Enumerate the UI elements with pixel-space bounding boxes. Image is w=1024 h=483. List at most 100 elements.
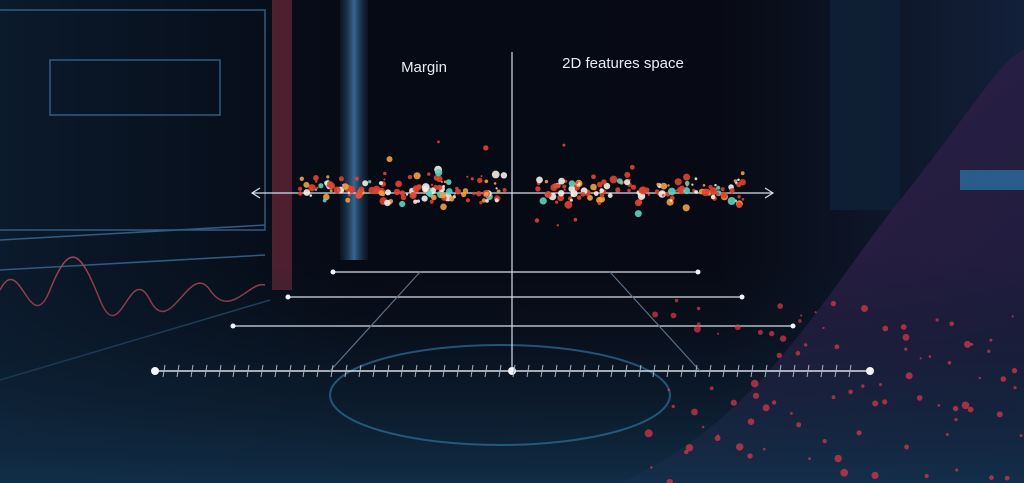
wave-dot [717, 332, 720, 335]
scatter-dot [384, 199, 391, 207]
scatter-dot [555, 200, 559, 204]
scatter-dot [684, 180, 690, 186]
ruler-tick [540, 364, 544, 378]
scatter-dot [576, 195, 582, 200]
scatter-dot [413, 199, 418, 204]
scatter-dot [544, 191, 552, 198]
scatter-dot [736, 202, 743, 209]
wave-dot [834, 454, 842, 463]
scatter-dot [425, 190, 432, 197]
scatter-dot [597, 181, 603, 188]
wave-dot [872, 400, 879, 407]
scatter-dot [694, 190, 699, 194]
ruler-tick [372, 364, 376, 378]
scatter-dot [562, 184, 567, 189]
scatter-dot [740, 171, 745, 176]
scatter-dot [615, 187, 621, 193]
scatter-dot [401, 193, 405, 197]
wave-dot [777, 303, 783, 309]
wave-dot [798, 319, 802, 323]
scatter-dot [616, 178, 623, 184]
wave-dot [795, 350, 801, 356]
ruler-tick [722, 364, 726, 378]
scatter-dot [682, 204, 690, 212]
wave-dot [667, 388, 670, 392]
scatter-dot [679, 185, 685, 191]
scatter-dot [647, 193, 650, 196]
scatter-dot [691, 183, 694, 186]
scatter-dot [656, 182, 660, 187]
scatter-dot [637, 192, 646, 200]
wave-dot [878, 383, 882, 387]
wave-dot [736, 443, 744, 451]
scatter-dot [379, 181, 383, 186]
wave-dot [861, 384, 865, 388]
scatter-dot [495, 187, 498, 190]
wave-dot [955, 468, 959, 472]
scatter-dot [429, 187, 432, 190]
scatter-dot [568, 180, 576, 187]
wave-dot [840, 468, 849, 477]
scatter-dot [639, 186, 648, 195]
wave-dots [644, 298, 1023, 483]
wave-dot [822, 326, 825, 329]
scatter-dot [453, 192, 457, 195]
wave-dot [961, 401, 970, 410]
wave-dot [762, 447, 766, 451]
scatter-dot [535, 186, 541, 192]
scatter-dot [654, 189, 660, 194]
ruler-tick [848, 364, 852, 378]
wave-dot [709, 386, 714, 391]
scatter-dot [303, 181, 310, 188]
wave-dot [861, 305, 868, 312]
wave-dot [808, 457, 811, 460]
scatter-dot [445, 179, 452, 186]
scatter-dot [564, 200, 573, 209]
scatter-dot [421, 195, 428, 202]
ruler-tick [274, 364, 278, 378]
scatter-dot [716, 185, 721, 190]
scatter-dot [313, 175, 319, 181]
ruler-tick [232, 364, 236, 378]
scatter-dot [422, 186, 429, 193]
wave-dot [752, 392, 760, 399]
scatter-dot [587, 194, 593, 201]
wave-dot [822, 439, 827, 444]
scatter-dot [405, 193, 409, 196]
scatter-dot [433, 175, 440, 181]
scatter-dot [557, 194, 565, 202]
scatter-dot [436, 184, 443, 191]
scatter-dot [318, 183, 324, 189]
scatter-dot [629, 164, 635, 170]
scatter-dot [634, 199, 642, 207]
scatter-dot [348, 193, 351, 197]
scatter-dot [448, 196, 455, 202]
wave-dot [779, 335, 787, 342]
ruler-tick [442, 364, 446, 378]
ruler-tick [302, 364, 306, 378]
wave-dot [871, 471, 879, 479]
scatter-dot [314, 188, 318, 191]
wave-dot [830, 300, 837, 307]
right-bar [960, 170, 1024, 190]
scatter-dot [720, 191, 728, 199]
scatter-dot [599, 193, 605, 198]
wave-dot [671, 404, 675, 409]
wave-dot [970, 343, 974, 346]
wave-dot [762, 404, 770, 412]
ruler-tick [190, 364, 194, 378]
scatter-dot [479, 200, 483, 205]
scatter-dot [354, 176, 359, 181]
scatter-dot [556, 224, 559, 227]
scatter-dot [494, 198, 499, 203]
wave-dot [964, 340, 971, 348]
scatter-dot [486, 191, 489, 195]
scatter-dot [544, 179, 549, 184]
scatter-dot [427, 172, 431, 176]
wave-dot [904, 347, 908, 351]
scatter-dot [607, 193, 613, 199]
scatter-dot [434, 168, 443, 177]
ruler-tick [554, 364, 558, 378]
ruler-tick [344, 364, 348, 378]
